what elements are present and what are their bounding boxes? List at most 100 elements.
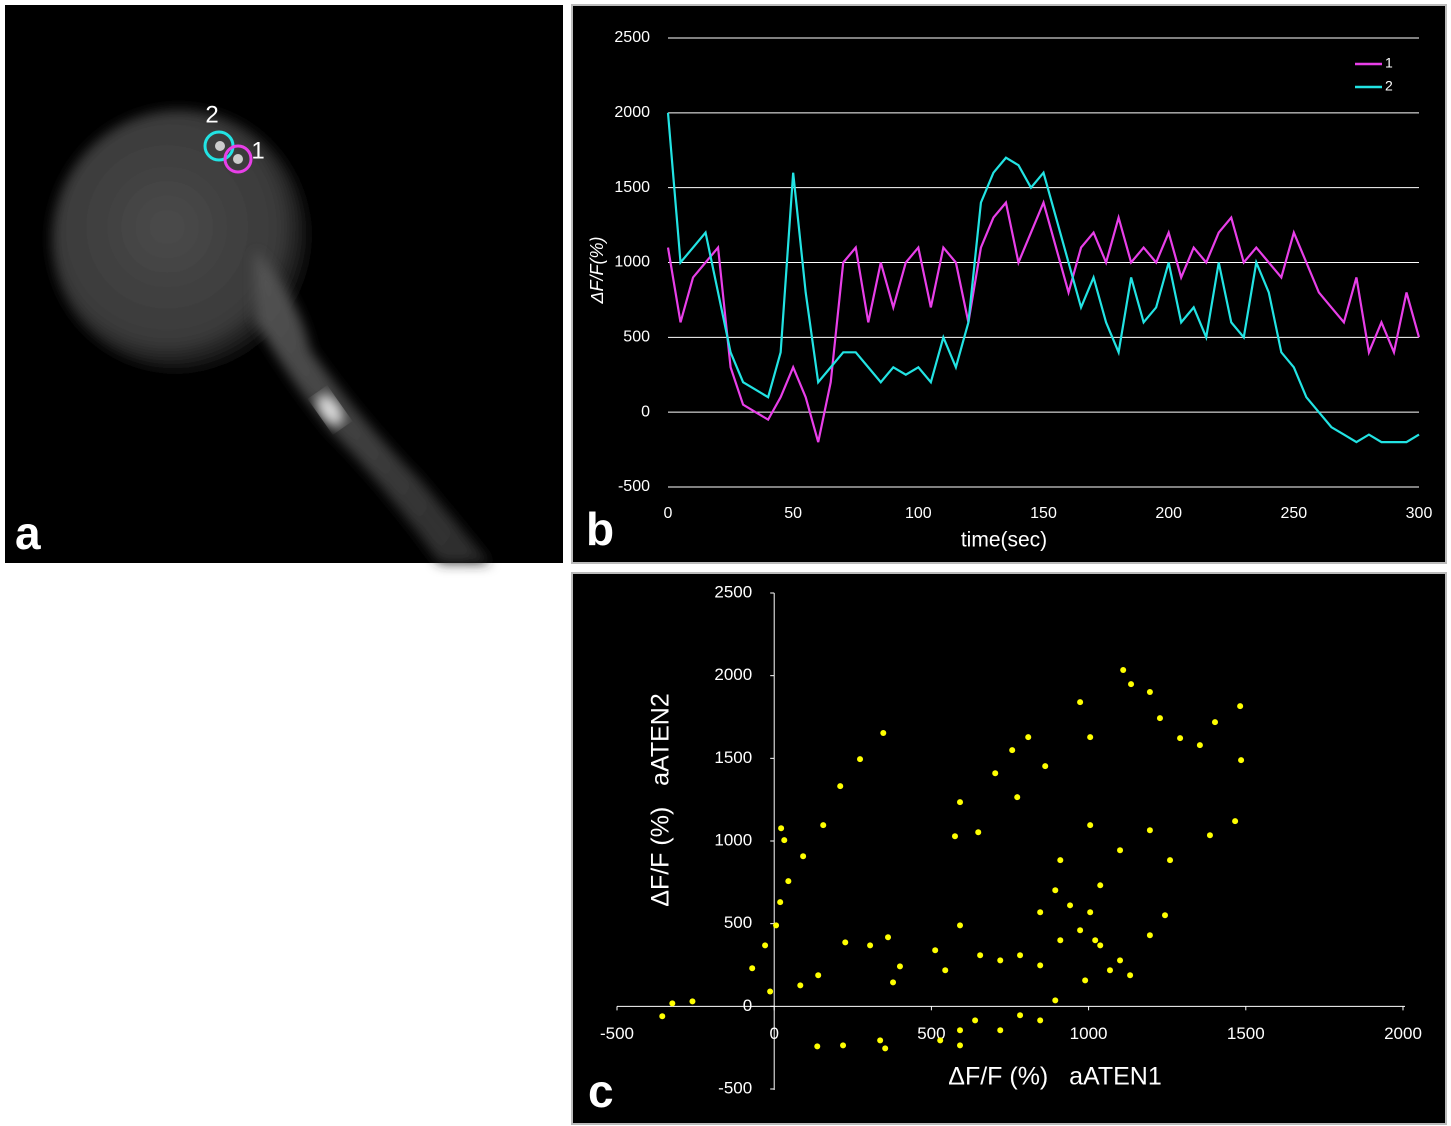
y-tick-label: -500 [718,1078,752,1097]
point [1037,962,1044,969]
y-tick-label: 2500 [614,29,650,46]
point [840,1042,847,1049]
point [972,1017,979,1024]
point [1146,827,1153,834]
legend-label: 2 [1385,78,1393,94]
point [800,853,807,860]
point [1206,832,1213,839]
point [1097,882,1104,889]
point [1017,952,1024,959]
x-tick-label: 50 [784,505,802,522]
point [1238,757,1245,764]
point [885,934,892,941]
y-axis-title: ΔF/F (%) aATEN2 [647,693,675,906]
y-tick-label: -500 [618,478,650,495]
point [1077,927,1084,934]
x-tick-label: 200 [1155,505,1182,522]
point [1042,763,1049,770]
point [1082,977,1089,984]
panel-c [571,572,1447,1125]
point [1009,747,1016,754]
point [1067,902,1074,909]
point [1146,689,1153,696]
point [867,942,874,949]
point [877,1037,884,1044]
y-tick-label: 1500 [714,748,752,767]
point [1077,699,1084,706]
point [1106,967,1113,974]
point [762,942,769,949]
x-tick-label: 150 [1030,505,1057,522]
x-tick-label: 1000 [1070,1024,1108,1043]
y-tick-label: 2000 [714,665,752,684]
point [1014,794,1021,801]
point [815,972,822,979]
y-tick-label: 1000 [714,830,752,849]
point [937,1037,944,1044]
point [857,756,864,763]
point [1052,887,1059,894]
point [957,1027,964,1034]
point [942,967,949,974]
roi-label: 2 [205,101,218,128]
y-axis-title: ΔF/F(%) [587,236,607,304]
x-tick-label: 2000 [1384,1024,1422,1043]
point [1117,847,1124,854]
point [1017,1012,1024,1019]
point [842,939,849,946]
point [1232,818,1239,825]
x-tick-label: 0 [769,1024,778,1043]
y-tick-label: 1000 [614,254,650,271]
point [814,1043,821,1050]
y-tick-label: 0 [743,996,752,1015]
point [1037,909,1044,916]
point [1211,719,1218,726]
point [957,1042,964,1049]
point [1087,822,1094,829]
y-tick-label: 1500 [614,179,650,196]
point [1087,734,1094,741]
point [1237,703,1244,710]
point [778,825,785,832]
point [975,829,982,836]
point [820,822,827,829]
point [890,979,897,986]
point [1057,857,1064,864]
point [951,833,958,840]
y-tick-label: 2500 [714,582,752,601]
panel-label: b [586,503,614,555]
point [1057,937,1064,944]
x-tick-label: 300 [1406,505,1433,522]
point [1097,942,1104,949]
cell-1 [233,154,243,164]
point [669,1000,676,1007]
point [932,947,939,954]
point [1128,681,1135,688]
point [1177,735,1184,742]
point [781,837,788,844]
point [1052,997,1059,1004]
point [689,998,696,1005]
point [957,922,964,929]
point [1161,912,1168,919]
point [997,957,1004,964]
legend-label: 1 [1385,55,1393,71]
panel-label: c [588,1065,614,1117]
bright-spot [316,394,344,426]
panel-label: a [15,507,41,559]
point [1117,957,1124,964]
roi-1 [223,144,253,174]
cell-body [52,110,308,370]
x-tick-label: 0 [664,505,673,522]
point [837,783,844,790]
point [1120,667,1127,674]
point [1037,1017,1044,1024]
series-line [666,199,1421,443]
point [957,799,964,806]
y-tick-label: 500 [724,913,752,932]
point [767,988,774,995]
y-tick-label: 2000 [614,104,650,121]
point [1092,937,1099,944]
point [1087,909,1094,916]
point [777,899,784,906]
